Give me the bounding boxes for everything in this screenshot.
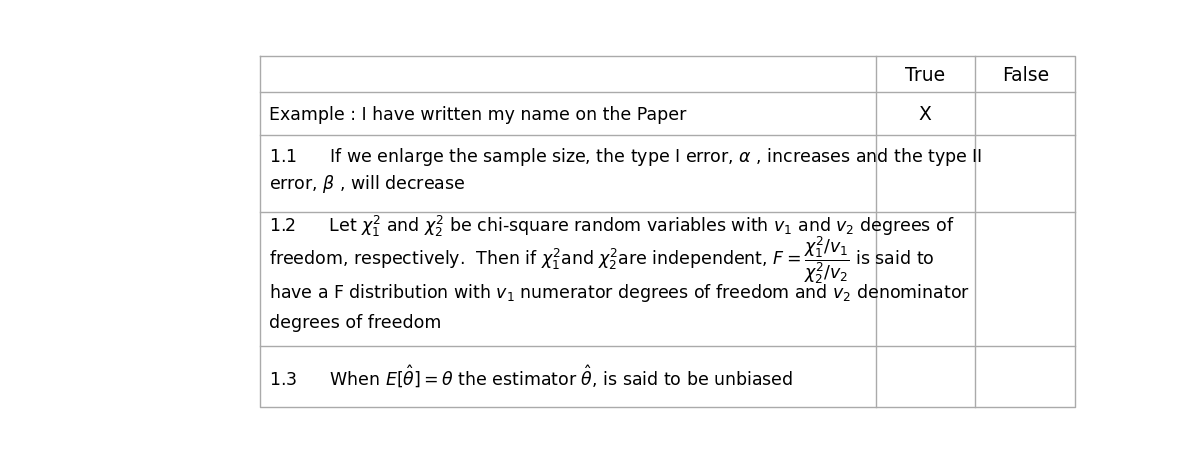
Text: Example : I have written my name on the Paper: Example : I have written my name on the …: [269, 106, 686, 123]
Text: 1.3      When $E[\hat{\theta}] = \theta$ the estimator $\hat{\theta}$, is said t: 1.3 When $E[\hat{\theta}] = \theta$ the …: [269, 363, 793, 389]
Text: freedom, respectively.  Then if $\chi_1^2$and $\chi_2^2$are independent, $F = \d: freedom, respectively. Then if $\chi_1^2…: [269, 233, 935, 285]
Text: 1.1      If we enlarge the sample size, the type I error, $\alpha$ , increases a: 1.1 If we enlarge the sample size, the t…: [269, 145, 982, 167]
Text: have a F distribution with $v_1$ numerator degrees of freedom and $v_2$ denomina: have a F distribution with $v_1$ numerat…: [269, 281, 970, 303]
Text: degrees of freedom: degrees of freedom: [269, 313, 442, 331]
Text: False: False: [1002, 66, 1049, 84]
Text: True: True: [905, 66, 946, 84]
Text: X: X: [919, 105, 931, 124]
Text: error, $\beta$ , will decrease: error, $\beta$ , will decrease: [269, 172, 466, 194]
Text: 1.2      Let $\chi_1^2$ and $\chi_2^2$ be chi-square random variables with $v_1$: 1.2 Let $\chi_1^2$ and $\chi_2^2$ be chi…: [269, 213, 955, 238]
